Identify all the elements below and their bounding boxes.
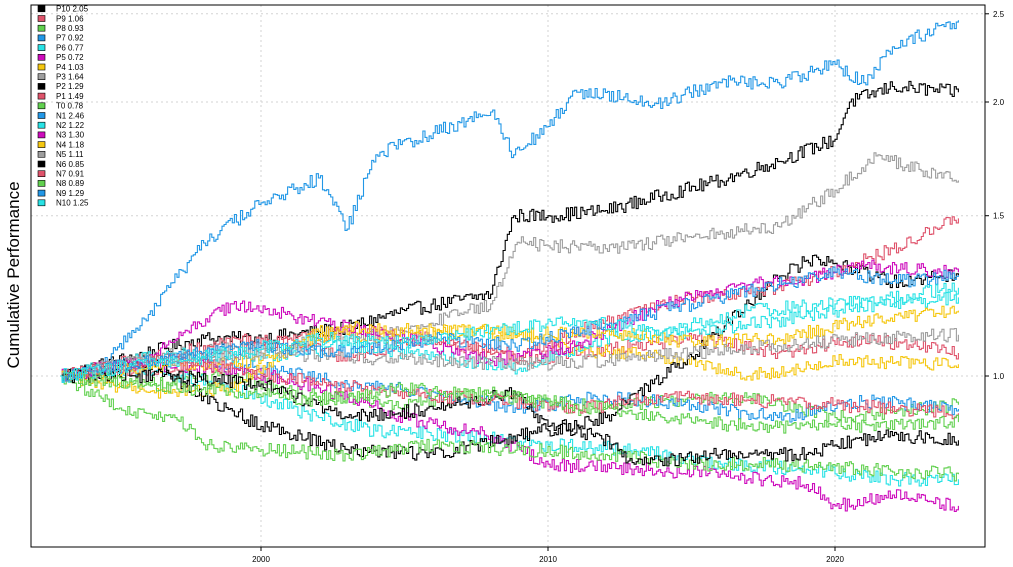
legend-swatch [37, 160, 46, 168]
y-tick-label: 2.0 [993, 98, 1005, 107]
legend-label: P7 0.92 [56, 34, 84, 43]
series-line [60, 254, 959, 461]
legend-label: N9 1.29 [56, 189, 85, 198]
legend-label: T0 0.78 [56, 102, 84, 111]
series-line [60, 152, 959, 380]
legend-swatch [37, 170, 46, 177]
y-tick-label: 1.5 [993, 212, 1005, 221]
legend-label: N6 0.85 [56, 160, 85, 169]
legend-label: P10 2.05 [56, 5, 89, 14]
legend-swatch [37, 5, 46, 13]
x-tick-label: 2000 [252, 555, 270, 564]
legend-label: N7 0.91 [56, 170, 85, 179]
legend-swatch [37, 34, 46, 42]
legend-label: P3 1.64 [56, 73, 84, 82]
y-axis-label: Cumulative Performance [4, 181, 23, 368]
legend-swatch [37, 24, 46, 32]
legend-swatch [37, 92, 46, 100]
legend-swatch [37, 44, 46, 51]
legend-label: N10 1.25 [56, 199, 89, 208]
gridlines [31, 5, 985, 547]
legend-swatch [37, 180, 46, 187]
series-line [60, 371, 959, 434]
legend-swatch [37, 141, 46, 148]
legend-swatch [37, 83, 46, 90]
series-line [60, 373, 959, 482]
legend-swatch [37, 121, 46, 129]
legend-label: P1 1.49 [56, 92, 84, 101]
legend-swatch [37, 15, 46, 22]
plot-frame [30, 4, 986, 548]
legend-swatch [37, 131, 46, 139]
series-line [60, 20, 959, 382]
legend-label: N8 0.89 [56, 179, 85, 188]
legend-label: P6 0.77 [56, 43, 84, 52]
series-line [60, 282, 959, 384]
series-line [60, 80, 959, 380]
series-line [60, 362, 959, 487]
series-lines [60, 20, 959, 512]
legend-swatch [37, 73, 46, 80]
legend-label: N1 2.46 [56, 111, 85, 120]
legend-label: P8 0.93 [56, 24, 84, 33]
series-line [60, 216, 959, 381]
legend-label: N2 1.22 [56, 121, 85, 130]
x-tick-label: 2010 [539, 555, 557, 564]
legend-swatch [37, 63, 46, 71]
legend-label: P9 1.06 [56, 14, 84, 23]
series-line [60, 266, 959, 382]
x-tick-label: 2020 [826, 555, 844, 564]
series-line [60, 323, 959, 399]
axes: 2000 2010 2020 1.0 1.5 2.0 2.5 [252, 10, 1005, 564]
legend-label: N5 1.11 [56, 150, 84, 159]
legend-label: P5 0.72 [56, 53, 84, 62]
legend-label: N4 1.18 [56, 140, 85, 149]
legend-swatch [37, 151, 46, 158]
legend-swatch [37, 199, 46, 207]
y-tick-label: 1.0 [993, 372, 1005, 381]
legend-swatch [37, 189, 46, 197]
legend-swatch [37, 112, 46, 119]
series-line [60, 352, 959, 423]
legend-label: N3 1.30 [56, 131, 85, 140]
legend-label: P4 1.03 [56, 63, 84, 72]
y-tick-label: 2.5 [993, 10, 1005, 19]
legend-swatch [37, 53, 46, 61]
legend-label: P2 1.29 [56, 82, 84, 91]
legend-swatch [37, 102, 46, 110]
